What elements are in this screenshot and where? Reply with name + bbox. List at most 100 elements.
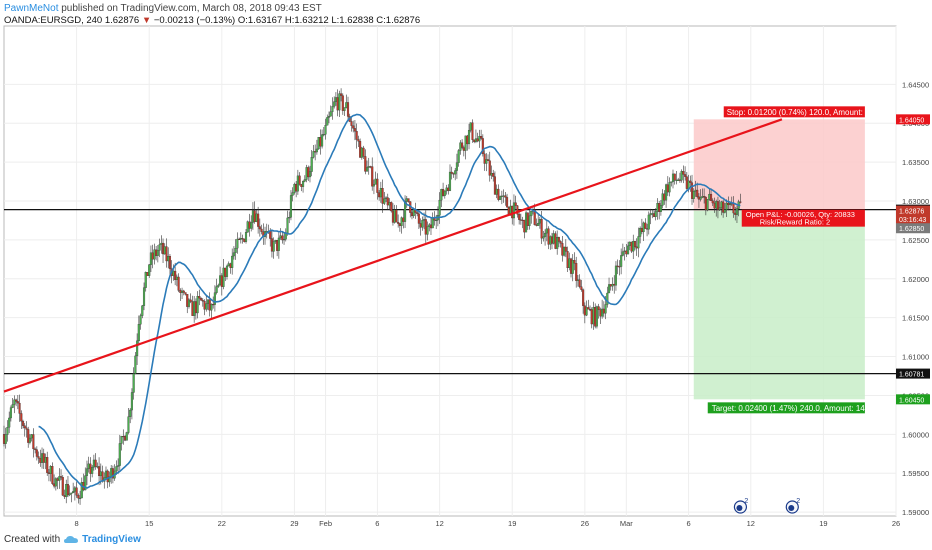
candle-body: [142, 287, 146, 306]
candle-body: [257, 213, 260, 227]
candle-body: [253, 210, 256, 222]
candle-body: [426, 226, 429, 235]
price-tag-bg: [896, 223, 930, 234]
candle-body: [526, 212, 529, 226]
x-tick-label: 6: [686, 519, 690, 528]
candle-body: [666, 184, 669, 193]
candle-body: [689, 180, 692, 183]
candle-body: [250, 222, 253, 229]
candle-body: [75, 487, 78, 496]
tradingview-brand[interactable]: TradingView: [82, 534, 141, 545]
candle-body: [32, 434, 35, 450]
candle-body: [206, 299, 210, 304]
candle-body: [384, 197, 388, 199]
candle-body: [594, 307, 597, 327]
candle-body: [452, 173, 455, 175]
candle-body: [604, 304, 607, 314]
candle-body: [208, 299, 211, 311]
candle-body: [633, 241, 637, 247]
y-tick-label: 1.60000: [902, 430, 929, 439]
candle-body: [59, 476, 63, 478]
y-tick-label: 1.59500: [902, 469, 929, 478]
candle-body: [718, 207, 721, 210]
candle-body: [4, 434, 7, 444]
candle-body: [241, 238, 244, 240]
candle-body: [587, 307, 590, 310]
candle-body: [189, 299, 192, 302]
candle-body: [500, 195, 503, 197]
trendline[interactable]: [3, 118, 783, 393]
candle-body: [51, 466, 54, 484]
candle-body: [597, 306, 600, 310]
event-marker-count: 2: [744, 498, 748, 505]
candle-body: [371, 166, 374, 187]
candle-body: [545, 228, 548, 234]
candle-body: [327, 116, 331, 118]
y-tick-label: 1.63500: [902, 158, 929, 167]
stop-zone[interactable]: [693, 119, 865, 211]
candle-body: [397, 221, 400, 224]
candle-body: [563, 246, 566, 256]
candle-body: [438, 199, 441, 216]
candle-body: [149, 252, 152, 265]
time-axis[interactable]: 8 15 22 29 Feb 6 12 19 26 Mar 6 12 19 26: [75, 519, 901, 528]
candle-body: [232, 252, 235, 257]
price-tag-bg: [896, 368, 930, 379]
candle-body: [595, 306, 598, 327]
low-label: L:: [331, 15, 340, 26]
candle-body: [448, 171, 452, 191]
candle-body: [443, 190, 446, 196]
candle-body: [350, 121, 353, 126]
candle-body: [647, 214, 650, 230]
candle-body: [20, 413, 23, 422]
candle-body: [364, 156, 367, 172]
candle-body: [609, 284, 612, 287]
candle-body: [557, 237, 560, 242]
candle-body: [365, 167, 369, 172]
open-pl-label: Open P&L: -0.00026, Qty: 20833: [746, 210, 855, 219]
candle-body: [486, 159, 490, 161]
event-marker-core: [788, 505, 795, 511]
candle-body: [431, 218, 434, 229]
candle-body: [372, 184, 375, 187]
candle-body: [319, 137, 322, 147]
target-zone[interactable]: [693, 210, 865, 400]
price-axis[interactable]: 1.645001.640001.635001.630001.625001.620…: [902, 80, 929, 517]
candle-body: [187, 299, 191, 307]
candle-body: [70, 492, 73, 494]
candle-body: [98, 466, 101, 477]
candle-body: [54, 478, 57, 487]
candle-body: [505, 197, 509, 208]
candle-body: [44, 457, 47, 463]
candle-body: [277, 237, 280, 251]
candle-body: [725, 202, 728, 210]
candle-body: [684, 174, 687, 177]
author-link[interactable]: PawnMeNot: [4, 3, 59, 14]
candle-body: [573, 260, 576, 264]
candle-body: [492, 173, 495, 177]
price-tag-bg: [896, 205, 930, 216]
horizontal-lines: [4, 209, 896, 375]
candle-body: [483, 153, 486, 164]
candle-body: [728, 203, 732, 206]
symbol-label: OANDA:EURSGD, 240: [4, 15, 103, 26]
candle-body: [53, 483, 56, 487]
candle-body: [504, 195, 507, 198]
candle-body: [549, 236, 552, 245]
candle-body: [134, 355, 137, 374]
candle-body: [321, 134, 324, 147]
candle-body: [649, 213, 652, 216]
candle-body: [542, 236, 545, 239]
candle-body: [467, 130, 471, 145]
candle-body: [175, 276, 178, 280]
candle-body: [473, 139, 476, 142]
candle-body: [521, 219, 524, 221]
candle-body: [146, 272, 149, 276]
candle-body: [65, 484, 68, 497]
candle-body: [282, 239, 286, 241]
candle-body: [298, 175, 301, 185]
candle-body: [424, 219, 427, 235]
candle-body: [378, 192, 381, 198]
